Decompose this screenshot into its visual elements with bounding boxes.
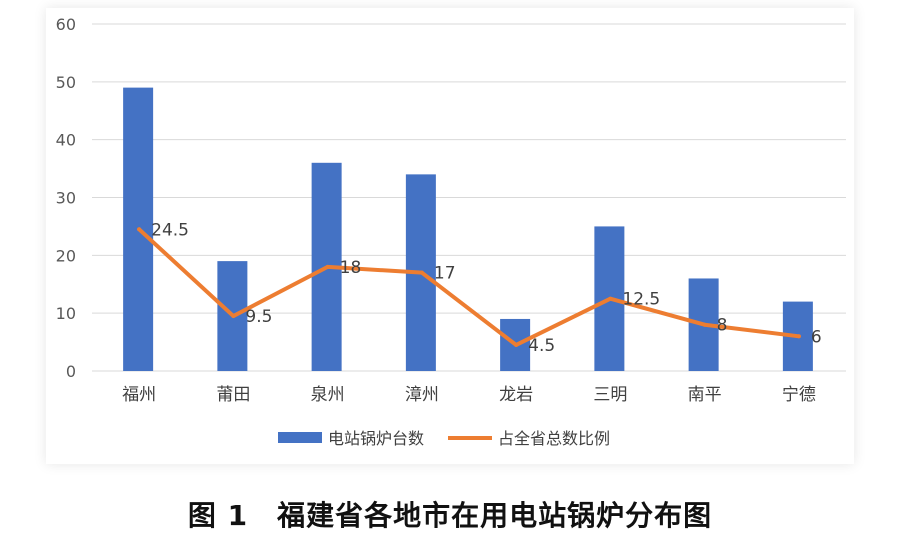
- x-category-label: 漳州: [405, 385, 439, 405]
- line-path: [137, 227, 801, 347]
- line-point: [231, 314, 236, 319]
- line-point: [702, 322, 707, 327]
- line-point: [514, 342, 519, 347]
- y-axis-ticks: 0 10 20 30 40 50 60: [56, 15, 76, 381]
- data-labels: 24.5 9.5 18 17 4.5 12.5 8 6: [151, 220, 822, 356]
- legend-bar-label: 电站锅炉台数: [328, 429, 424, 448]
- line-point: [137, 227, 142, 232]
- x-category-label: 泉州: [311, 385, 345, 405]
- x-axis-categories: 福州 莆田 泉州 漳州 龙岩 三明 南平 宁德: [122, 385, 816, 405]
- x-category-label: 三明: [593, 385, 627, 405]
- line-point: [325, 264, 330, 269]
- x-category-label: 龙岩: [499, 385, 533, 405]
- line-series: [137, 227, 801, 347]
- data-label: 18: [340, 258, 362, 278]
- chart-card: 0 10 20 30 40 50 60 24.5 9.5 18 17 4.5 12.5 8 6 福州 莆田 泉…: [46, 8, 854, 464]
- y-tick-label: 20: [56, 246, 76, 265]
- legend-line-label: 占全省总数比例: [498, 429, 610, 448]
- legend: 电站锅炉台数 占全省总数比例: [278, 429, 610, 448]
- figure-caption: 图 1 福建省各地市在用电站锅炉分布图: [187, 499, 713, 532]
- data-label: 17: [434, 264, 456, 284]
- x-category-label: 福州: [122, 385, 156, 405]
- data-label: 12.5: [622, 290, 660, 310]
- combo-chart: 0 10 20 30 40 50 60 24.5 9.5 18 17 4.5 12.5 8 6 福州 莆田 泉…: [56, 15, 846, 448]
- bar-series: [123, 87, 813, 371]
- data-label: 4.5: [528, 336, 555, 356]
- x-category-label: 莆田: [216, 385, 250, 405]
- line-point: [796, 334, 801, 339]
- legend-bar-swatch: [278, 432, 322, 443]
- y-tick-label: 40: [56, 131, 76, 150]
- y-tick-label: 30: [56, 189, 76, 208]
- y-tick-label: 0: [66, 362, 76, 381]
- gridlines: [92, 23, 846, 372]
- data-label: 9.5: [245, 307, 272, 327]
- x-category-label: 南平: [688, 385, 722, 405]
- line-point: [419, 270, 424, 275]
- data-label: 24.5: [151, 220, 189, 240]
- x-category-label: 宁德: [782, 385, 816, 405]
- y-tick-label: 60: [56, 15, 76, 34]
- data-label: 6: [811, 327, 822, 347]
- data-label: 8: [717, 316, 728, 336]
- y-tick-label: 10: [56, 304, 76, 323]
- line-point: [608, 296, 613, 301]
- y-tick-label: 50: [56, 73, 76, 92]
